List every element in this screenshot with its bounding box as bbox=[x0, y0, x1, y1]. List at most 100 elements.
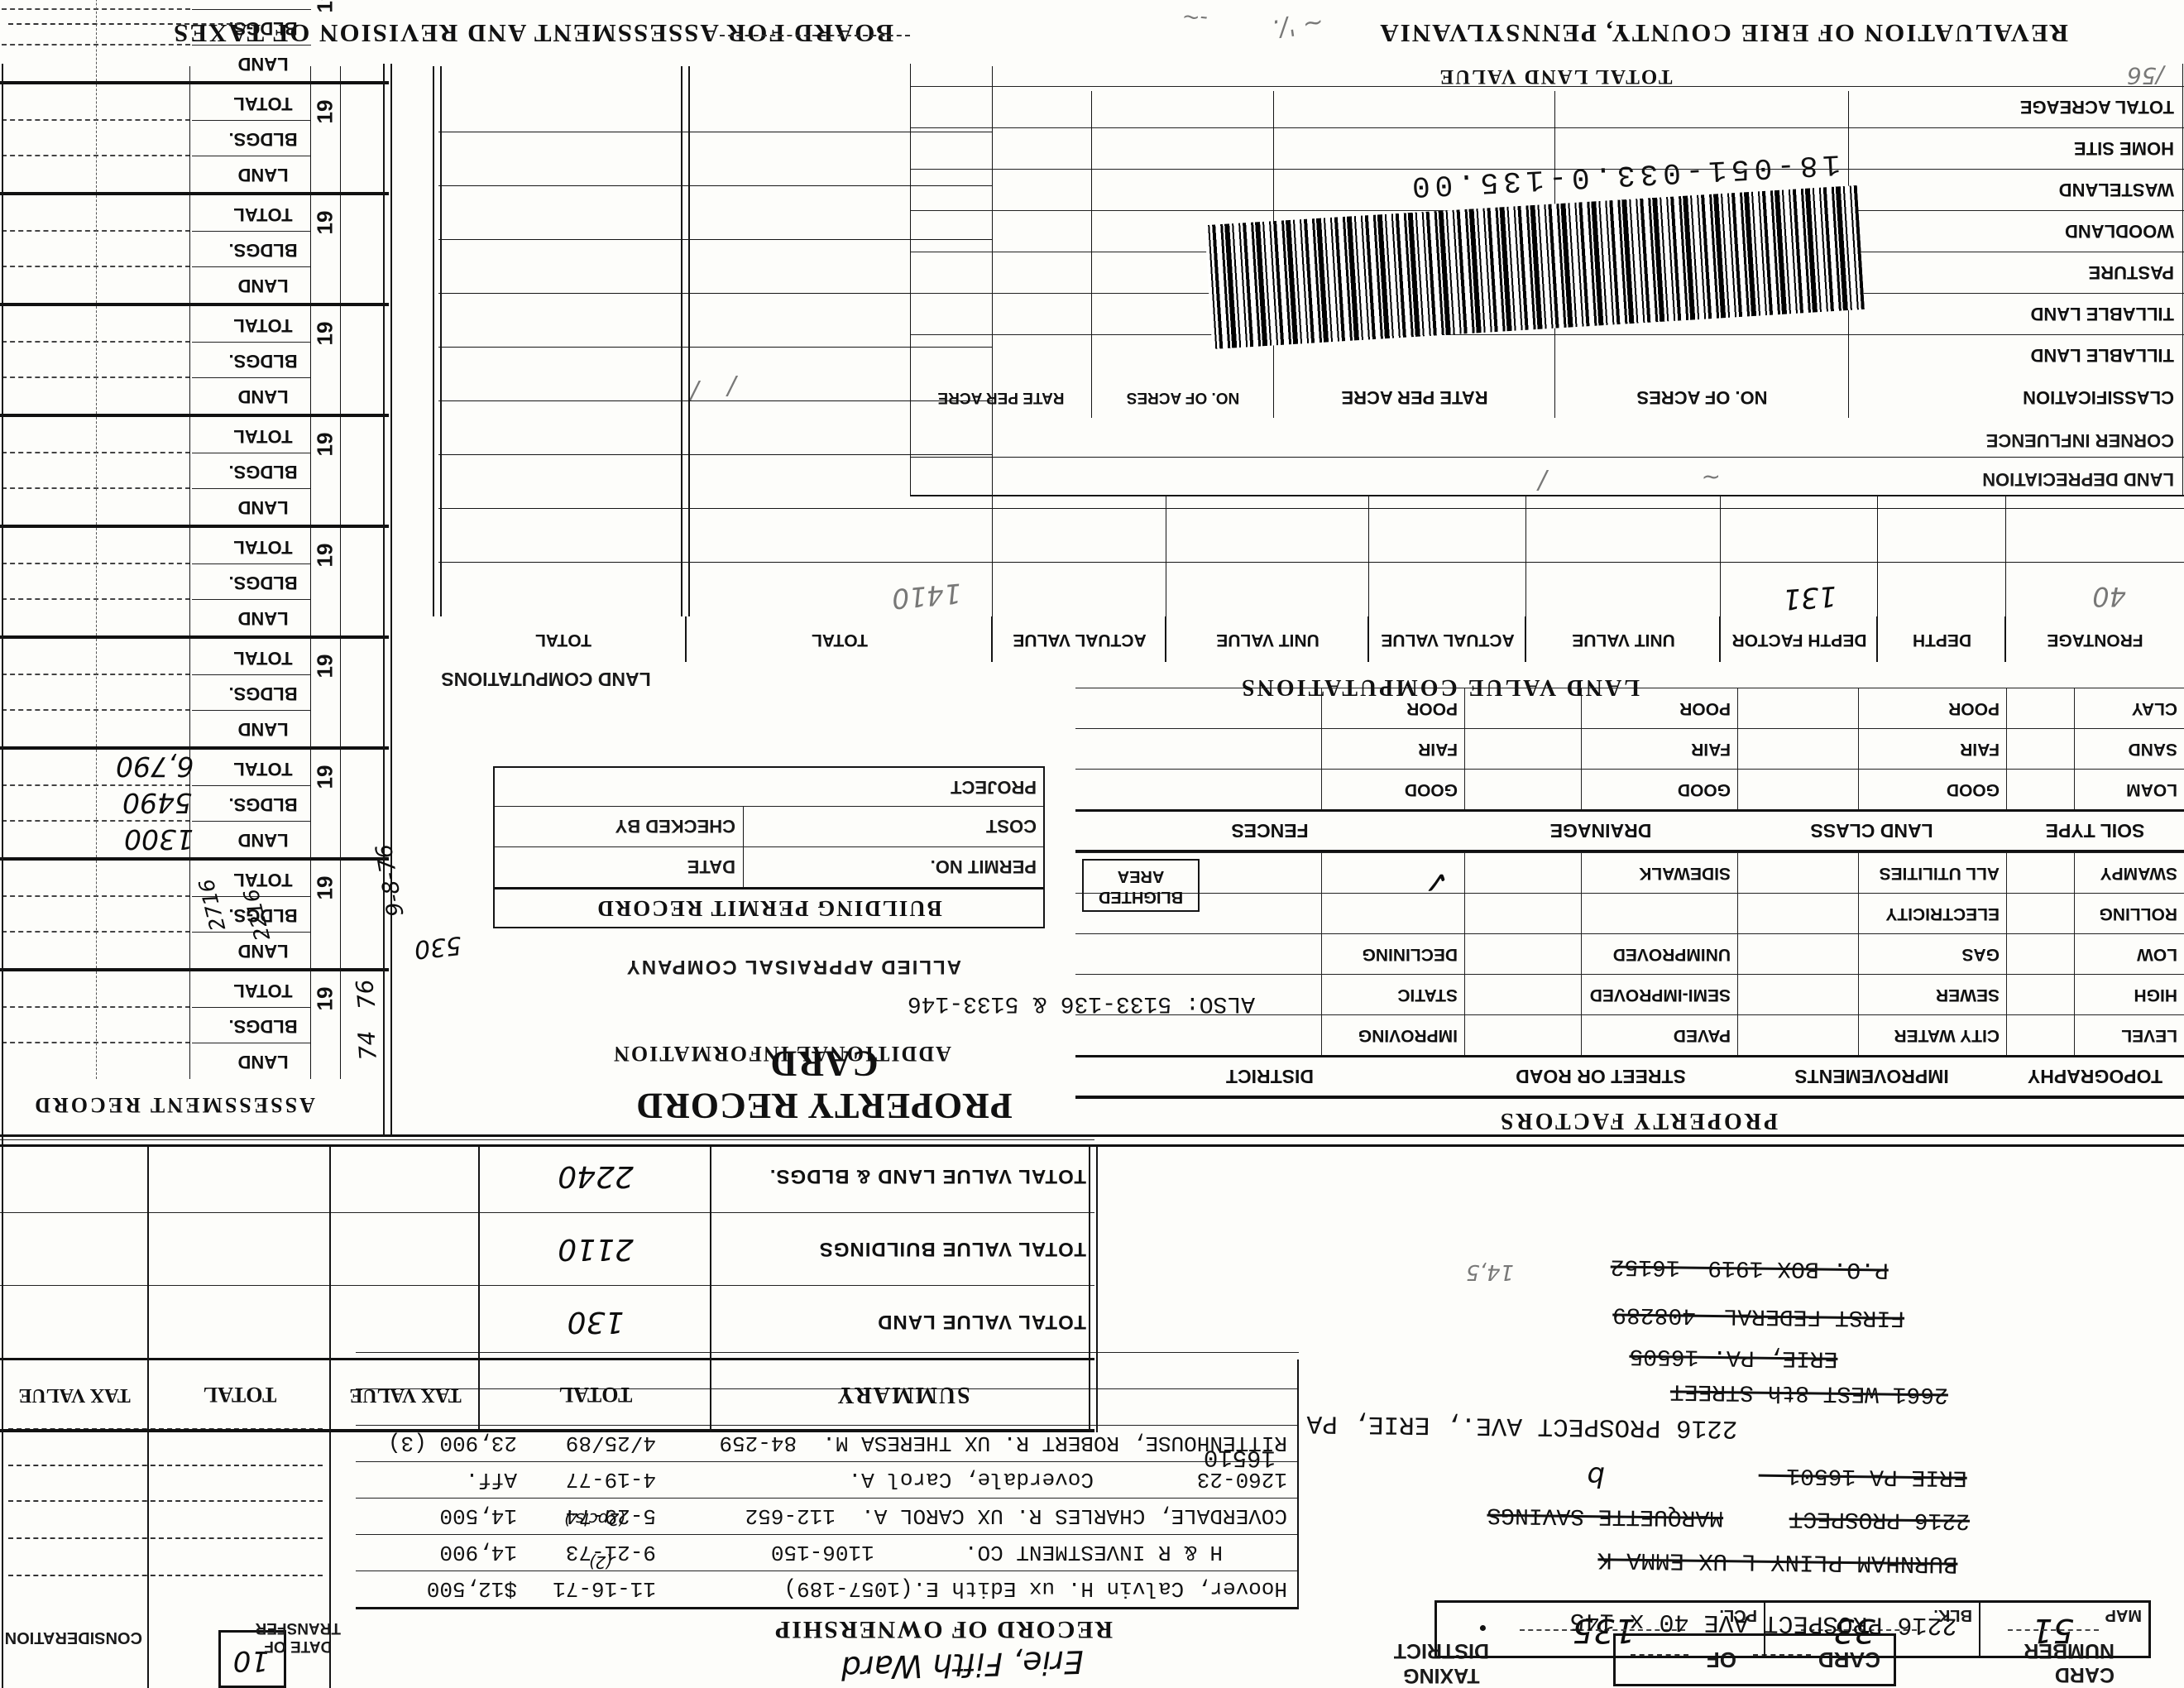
factors-district-label: IMPROVING bbox=[1358, 1026, 1458, 1045]
soil-fences-label: FAIR bbox=[1418, 740, 1458, 759]
assessment-panel: LAND BLDGS. TOTAL 19 LAND BLDGS. TOTAL 1… bbox=[0, 0, 389, 1079]
note-two: (2) bbox=[588, 1552, 612, 1572]
soil-header-soiltype: SOIL TYPE bbox=[2045, 820, 2145, 842]
strip-col-rule-2 bbox=[147, 1147, 149, 1688]
depreciation-scribble-1: ~ bbox=[1701, 464, 1721, 492]
band-label-land: LAND bbox=[237, 1052, 289, 1072]
factors-checkbox-rule-4 bbox=[1321, 894, 1322, 933]
summary-table: SUMMARY TOTAL TAX VALUE TOTAL TAX VALUE … bbox=[0, 1139, 1094, 1432]
factors-improvements-label: ELECTRICITY bbox=[1885, 904, 2000, 923]
lvc-col-frontage: FRONTAGE bbox=[2004, 616, 2184, 662]
factors-cell-district: IMPROVING bbox=[1075, 1015, 1464, 1055]
ownership-date: 4-19-77 bbox=[565, 1467, 656, 1493]
soil-fences-label: POOR bbox=[1406, 699, 1458, 718]
factors-row: SWAMPY ALL UTILITIES SIDEWALK bbox=[1075, 852, 2184, 893]
depreciation-scribble-2: / bbox=[1538, 466, 1547, 495]
assessment-band: LAND BLDGS. TOTAL 19 bbox=[0, 192, 389, 303]
factors-improvements-label: GAS bbox=[1961, 945, 2000, 964]
classification-header-acres-2: NO. OF ACRES bbox=[1126, 389, 1240, 406]
address-line-2216prospect: 2216 PROSPECT bbox=[1789, 1505, 1971, 1533]
corner-influence-label: CORNER INFLUENCE bbox=[1985, 430, 2174, 451]
blighted-line2: AREA bbox=[1117, 867, 1165, 885]
soil-type-label: CLAY bbox=[2131, 699, 2177, 718]
factors-row: HIGH SEWER SEMI-IMPROVED STATIC bbox=[1075, 974, 2184, 1014]
band-label-total: TOTAL bbox=[233, 870, 293, 890]
soil-checkbox-rule-3 bbox=[1581, 770, 1582, 809]
scribble-145: 14,5 bbox=[1466, 1259, 1514, 1284]
summary-row: TOTAL VALUE LAND & BLDGS. 2240 bbox=[0, 1139, 1094, 1212]
factors-improvements-label: CITY WATER bbox=[1894, 1026, 2000, 1045]
factors-improvements-label: SEWER bbox=[1935, 985, 2000, 1005]
band-year-19: 19 bbox=[312, 654, 338, 679]
band-label-land: LAND bbox=[237, 608, 289, 629]
allied-appraisal-company: ALLIED APPRAISAL COMPANY bbox=[625, 956, 961, 978]
classification-row-label: WOODLAND bbox=[2065, 221, 2174, 242]
soil-cell-drainage: FAIR bbox=[1464, 729, 1737, 769]
ownership-consideration: 23,900 (3) bbox=[387, 1431, 517, 1456]
address-line-pobox: P.O. BOX 1919 16152 bbox=[1610, 1253, 1889, 1283]
lvc-stray-mark-2: / bbox=[690, 376, 699, 405]
board-title: BOARD FOR ASSESSMENT AND REVISION OF TAX… bbox=[172, 19, 893, 48]
band-line-1 bbox=[192, 266, 311, 267]
soil-header-drainage: DRAINAGE bbox=[1549, 820, 1652, 842]
band-label-bldgs: BLDGS. bbox=[228, 794, 298, 815]
factors-street-label: SIDEWALK bbox=[1639, 864, 1731, 883]
factors-header-topography: TOPOGRAPHY bbox=[2027, 1066, 2163, 1088]
classification-row-label: TILLABLE LAND bbox=[2030, 345, 2174, 367]
assessment-panel-left-edge bbox=[383, 64, 392, 1137]
ownership-consideration: Aff. bbox=[465, 1467, 517, 1493]
band-line-2 bbox=[192, 563, 311, 564]
soil-header-landclass: LAND CLASS bbox=[1810, 820, 1933, 842]
note-2pcls: (2pcls.) bbox=[563, 1509, 625, 1529]
band-year-19: 19 bbox=[312, 875, 338, 900]
band-value-bldgs: 5490 bbox=[122, 787, 192, 819]
band-line-2 bbox=[192, 231, 311, 232]
assessment-band: LAND BLDGS. TOTAL 19 bbox=[0, 635, 389, 746]
factors-street-label: UNIMPROVED bbox=[1612, 945, 1731, 964]
permit-project-row: PROJECT bbox=[495, 768, 1043, 806]
soil-drainage-label: FAIR bbox=[1691, 740, 1731, 759]
soil-checkbox-rule-2 bbox=[1858, 729, 1859, 769]
summary-header-summary: SUMMARY bbox=[836, 1382, 970, 1408]
band-label-total: TOTAL bbox=[233, 204, 293, 225]
dash-row-3 bbox=[8, 1500, 323, 1502]
summary-header-total1: TOTAL bbox=[558, 1383, 633, 1407]
band-year-19: 19 bbox=[312, 99, 338, 124]
card-right-edge bbox=[2, 64, 3, 1688]
factors-improvements-label: ALL UTILITIES bbox=[1879, 864, 2000, 883]
factors-checkbox-rule-4 bbox=[1321, 934, 1322, 974]
ownership-date: 9-21-73 bbox=[565, 1540, 656, 1566]
band-label-bldgs: BLDGS. bbox=[228, 573, 298, 593]
lvc-col-total-2: TOTAL bbox=[534, 630, 592, 650]
summary-row-label: TOTAL VALUE LAND bbox=[877, 1311, 1086, 1334]
factors-cell-improvements: ALL UTILITIES bbox=[1737, 853, 2006, 893]
taxing-district-value: Erie, Fifth Ward bbox=[841, 1643, 1085, 1686]
band-year-19: 19 bbox=[312, 210, 338, 235]
address-line-marquette: MARQUETTE SAVINGS bbox=[1487, 1501, 1724, 1531]
band-label-land: LAND bbox=[237, 386, 289, 407]
classification-row-label: TOTAL ACREAGE bbox=[2019, 97, 2174, 118]
classification-header-classification: CLASSIFICATION bbox=[2023, 387, 2174, 408]
soil-fences-label: GOOD bbox=[1404, 780, 1458, 799]
soil-cell-landclass: FAIR bbox=[1737, 729, 2006, 769]
classification-header-acres-1: NO. OF ACRES bbox=[1636, 387, 1768, 408]
property-factors-title: PROPERTY FACTORS bbox=[1497, 1108, 1779, 1134]
depreciation-top-rule bbox=[910, 495, 2184, 496]
lvc-rule-3 bbox=[1720, 496, 1721, 616]
factors-district-label: DECLINING bbox=[1362, 945, 1458, 964]
band-line-2 bbox=[192, 9, 311, 10]
summary-header-taxvalue2: TAX VALUE bbox=[18, 1384, 131, 1406]
assessment-band: LAND BLDGS. TOTAL 19 bbox=[0, 525, 389, 635]
blighted-line1: BLIGHTED bbox=[1098, 888, 1184, 906]
band-year-19: 19 bbox=[312, 986, 338, 1011]
factors-checkbox-rule-3 bbox=[1581, 853, 1582, 893]
address-block: 2216 PROSPECT AVE 40 x 145 BURNHAM PLINY… bbox=[1106, 1218, 2184, 1688]
ownership-consideration: 14,900 bbox=[439, 1540, 517, 1566]
factors-checkbox-rule-3 bbox=[1581, 894, 1582, 933]
band-value-divider bbox=[96, 861, 97, 968]
address-line-west8th: 2661 WEST 8th STREET bbox=[1669, 1378, 1949, 1407]
ownership-consideration: 14,500 bbox=[439, 1503, 517, 1529]
soil-cell-drainage: GOOD bbox=[1464, 770, 1737, 809]
band-value-divider bbox=[96, 639, 97, 746]
summary-row-total-value: 2110 bbox=[558, 1232, 634, 1266]
